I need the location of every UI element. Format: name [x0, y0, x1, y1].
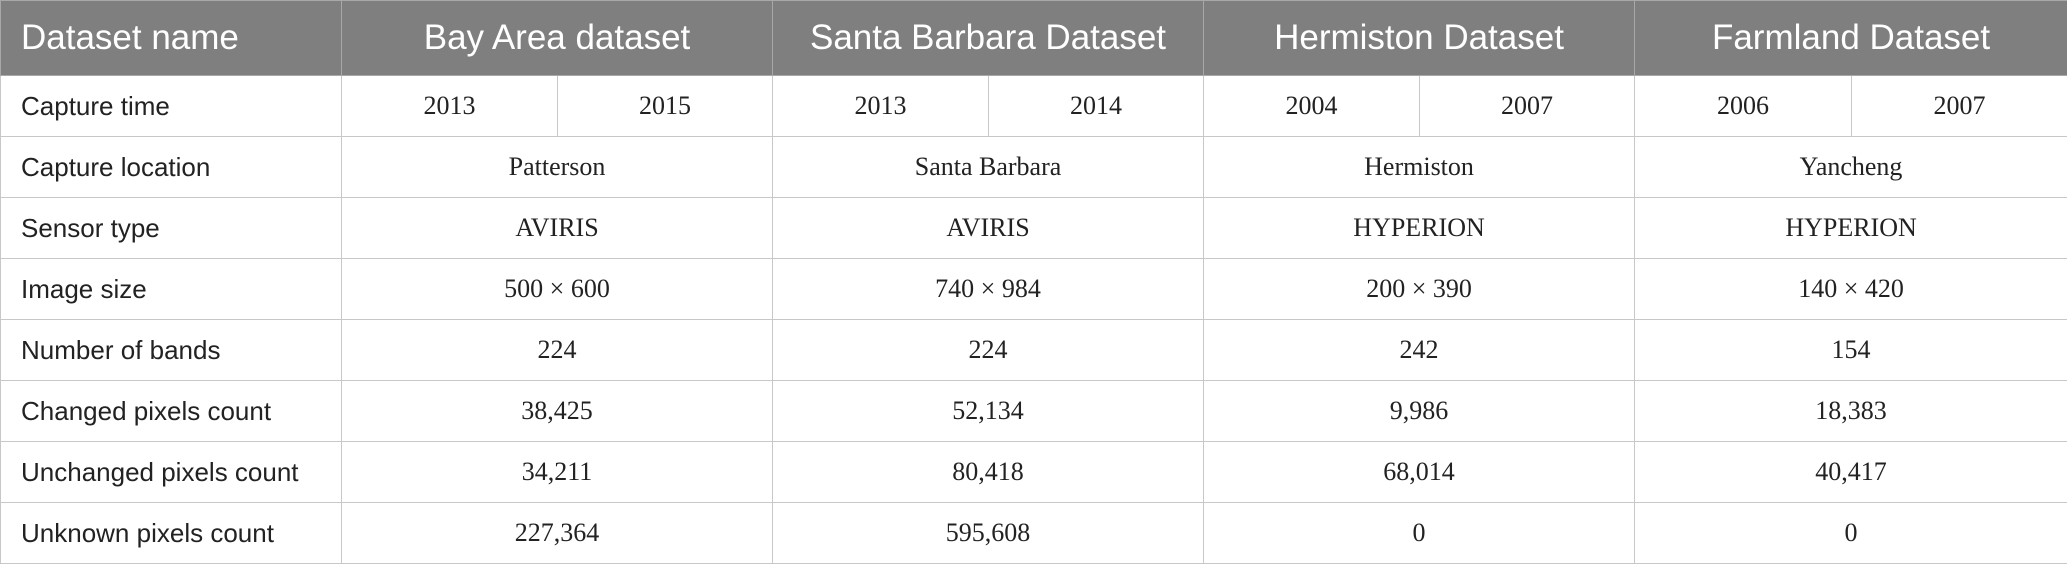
row-label: Capture location: [0, 136, 342, 198]
table-cell: 68,014: [1203, 441, 1636, 503]
table-cell: 227,364: [340, 502, 774, 564]
table-row-unchanged-pixels: Unchanged pixels count 34,211 80,418 68,…: [0, 441, 2067, 503]
table-cell: 2013: [772, 75, 990, 137]
table-cell: AVIRIS: [340, 197, 774, 259]
table-row-sensor-type: Sensor type AVIRIS AVIRIS HYPERION HYPER…: [0, 197, 2067, 259]
table-cell: Hermiston: [1203, 136, 1636, 198]
header-farmland: Farmland Dataset: [1634, 0, 2067, 76]
table-cell: Yancheng: [1634, 136, 2067, 198]
table-cell: 154: [1634, 319, 2067, 381]
table-cell: 2013: [341, 75, 558, 137]
table-cell: 242: [1203, 319, 1636, 381]
table-cell: 2006: [1634, 75, 1853, 137]
table-cell: 18,383: [1634, 380, 2067, 442]
row-label: Capture time: [0, 75, 342, 137]
table-cell: 38,425: [340, 380, 774, 442]
table-cell: 740 × 984: [772, 258, 1205, 320]
table-cell: 500 × 600: [340, 258, 774, 320]
row-label: Image size: [0, 258, 342, 320]
table-row-unknown-pixels: Unknown pixels count 227,364 595,608 0 0: [0, 502, 2067, 564]
table-cell: 2007: [1419, 75, 1636, 137]
table-cell: HYPERION: [1634, 197, 2067, 259]
table-cell: 9,986: [1203, 380, 1636, 442]
table-cell: 2015: [556, 75, 774, 137]
table-cell: AVIRIS: [772, 197, 1205, 259]
table-cell: 595,608: [772, 502, 1205, 564]
table-cell: 200 × 390: [1203, 258, 1636, 320]
row-label: Unknown pixels count: [0, 502, 342, 564]
table-cell: 2014: [988, 75, 1205, 137]
table-cell: 140 × 420: [1634, 258, 2067, 320]
table-row-changed-pixels: Changed pixels count 38,425 52,134 9,986…: [0, 380, 2067, 442]
table-cell: 224: [340, 319, 774, 381]
header-dataset-name: Dataset name: [0, 0, 342, 76]
row-label: Unchanged pixels count: [0, 441, 342, 503]
table-cell: 52,134: [772, 380, 1205, 442]
table-cell: Patterson: [340, 136, 774, 198]
header-hermiston: Hermiston Dataset: [1203, 0, 1636, 76]
table-row-capture-time: Capture time 2013 2015 2013 2014 2004 20…: [0, 75, 2067, 137]
table-row-image-size: Image size 500 × 600 740 × 984 200 × 390…: [0, 258, 2067, 320]
table-cell: 0: [1634, 502, 2067, 564]
row-label: Number of bands: [0, 319, 342, 381]
table-cell: 80,418: [772, 441, 1205, 503]
table-cell: 2004: [1203, 75, 1421, 137]
table-row-number-of-bands: Number of bands 224 224 242 154: [0, 319, 2067, 381]
dataset-comparison-table: Dataset name Bay Area dataset Santa Barb…: [0, 0, 2067, 564]
header-bay-area: Bay Area dataset: [340, 0, 774, 76]
row-label: Changed pixels count: [0, 380, 342, 442]
table-cell: 40,417: [1634, 441, 2067, 503]
table-cell: 224: [772, 319, 1205, 381]
table-row-capture-location: Capture location Patterson Santa Barbara…: [0, 136, 2067, 198]
table-cell: Santa Barbara: [772, 136, 1205, 198]
table-cell: 2007: [1851, 75, 2067, 137]
header-row: Dataset name Bay Area dataset Santa Barb…: [0, 0, 2067, 76]
table-cell: HYPERION: [1203, 197, 1636, 259]
table-cell: 34,211: [340, 441, 774, 503]
row-label: Sensor type: [0, 197, 342, 259]
header-santa-barbara: Santa Barbara Dataset: [772, 0, 1205, 76]
table-cell: 0: [1203, 502, 1636, 564]
